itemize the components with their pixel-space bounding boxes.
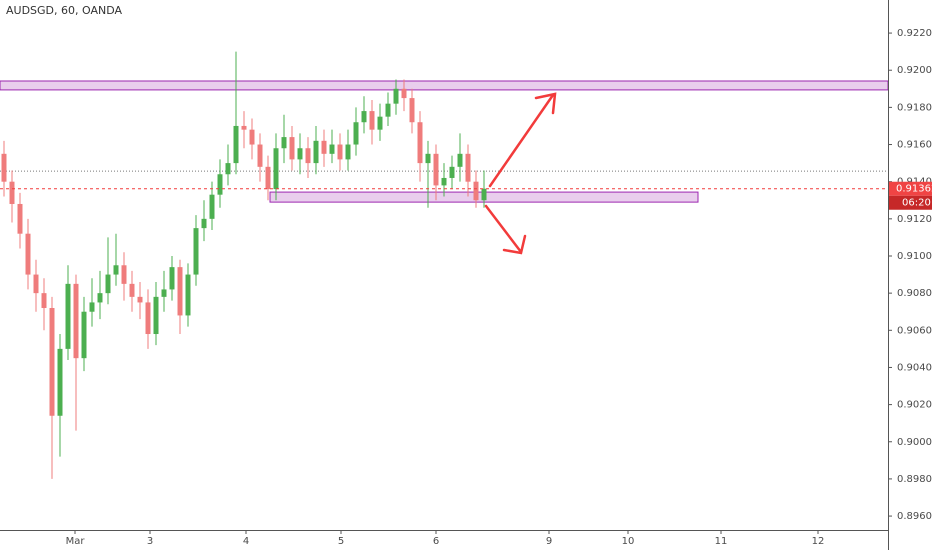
- countdown-label: 06:20: [902, 198, 931, 209]
- last-price-box: [889, 181, 932, 196]
- candle-body: [313, 140, 319, 164]
- candle-body: [481, 188, 487, 201]
- candle-body: [361, 111, 367, 123]
- candle-body: [329, 144, 335, 154]
- last-price-label: 0.91362: [896, 184, 932, 195]
- arrow-up: [488, 93, 555, 188]
- candle-body: [465, 153, 471, 182]
- candle-body: [257, 144, 263, 167]
- candle-body: [249, 129, 255, 145]
- candle-body: [169, 267, 175, 290]
- candle-body: [273, 148, 279, 190]
- countdown-box: [889, 195, 932, 210]
- chart-title: AUDSGD, 60, OANDA: [6, 4, 123, 17]
- candle-body: [281, 137, 287, 149]
- candle-body: [9, 181, 15, 204]
- candle-body: [105, 274, 111, 294]
- arrow-down-head: [502, 234, 527, 255]
- candle-body: [33, 274, 39, 294]
- candle-body: [41, 293, 47, 309]
- candle-body: [57, 348, 63, 416]
- candle-body: [297, 148, 303, 160]
- x-tick-label: 12: [812, 536, 825, 547]
- candle-body: [225, 163, 231, 175]
- candle-body: [25, 233, 31, 275]
- candle-body: [217, 174, 223, 195]
- candle-body: [441, 177, 447, 186]
- candle-body: [409, 98, 415, 123]
- candle-body: [121, 265, 127, 284]
- candle-body: [89, 302, 95, 312]
- zone: [0, 80, 889, 91]
- candle-body: [1, 153, 7, 182]
- arrows: [484, 92, 557, 255]
- candle-body: [65, 283, 71, 349]
- x-tick-label: 10: [622, 536, 635, 547]
- candle-body: [353, 122, 359, 145]
- candle-body: [81, 311, 87, 359]
- candle-body: [393, 88, 399, 104]
- candle-body: [433, 153, 439, 186]
- plot-area: [0, 51, 889, 479]
- candle-body: [49, 308, 55, 416]
- candle-body: [137, 296, 143, 303]
- x-tick-label: 6: [433, 536, 439, 547]
- x-tick-label: 3: [147, 536, 153, 547]
- candle-body: [161, 289, 167, 297]
- candle-body: [145, 302, 151, 335]
- candle-body: [337, 144, 343, 160]
- candle-body: [345, 144, 351, 160]
- candle-body: [113, 265, 119, 275]
- candle-body: [401, 88, 407, 99]
- x-tick-label: 4: [243, 536, 249, 547]
- candle-body: [233, 125, 239, 164]
- candle-body: [289, 137, 295, 160]
- x-tick-label: 11: [715, 536, 728, 547]
- candle-body: [457, 153, 463, 167]
- candle-body: [449, 166, 455, 178]
- candle-body: [305, 148, 311, 164]
- x-tick-label: Mar: [66, 536, 86, 547]
- candle-body: [377, 116, 383, 130]
- candle-body: [321, 140, 327, 154]
- candle-body: [153, 296, 159, 335]
- candle-body: [265, 166, 271, 190]
- candle-body: [473, 181, 479, 201]
- arrow-up-head: [534, 92, 557, 115]
- candle-body: [385, 103, 391, 117]
- candle-body: [185, 274, 191, 316]
- candle-body: [369, 111, 375, 130]
- y-tick-label: 0.89600: [897, 511, 932, 522]
- candle-body: [425, 153, 431, 164]
- arrow-down: [484, 204, 523, 254]
- candle-body: [209, 194, 215, 219]
- candle-body: [193, 228, 199, 275]
- candle-body: [73, 283, 79, 359]
- candle-body: [177, 267, 183, 316]
- candle-body: [17, 203, 23, 234]
- candle-body: [129, 283, 135, 297]
- candle-body: [201, 218, 207, 229]
- x-tick-label: 9: [546, 536, 552, 547]
- candle-body: [417, 122, 423, 164]
- candle-body: [97, 293, 103, 303]
- candle-body: [241, 125, 247, 130]
- x-tick-label: 5: [338, 536, 344, 547]
